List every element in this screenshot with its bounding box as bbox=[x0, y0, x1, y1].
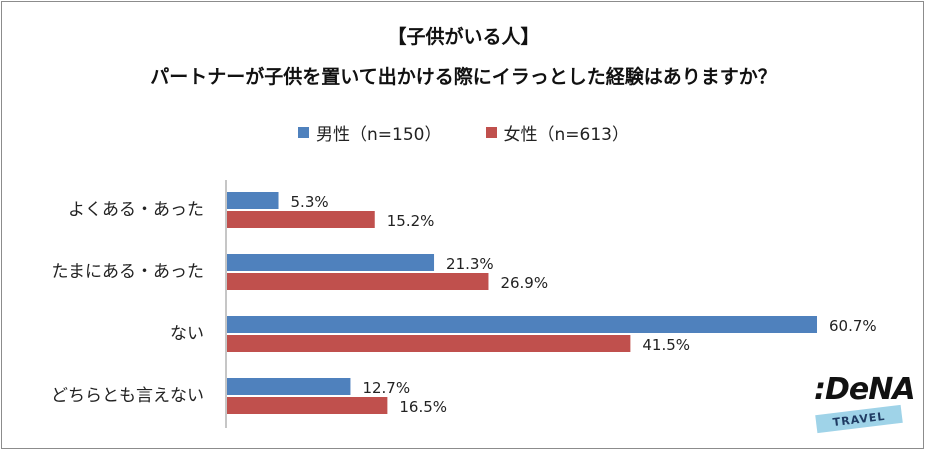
legend-label-male: 男性（n=150） bbox=[316, 125, 442, 145]
bar-female bbox=[227, 397, 388, 414]
data-label: 21.3% bbox=[446, 255, 494, 273]
legend: 男性（n=150） 女性（n=613） bbox=[0, 120, 927, 145]
logo-wordmark: :DeNA bbox=[814, 372, 916, 407]
category-label: たまにある・あった bbox=[52, 262, 205, 282]
legend-label-female: 女性（n=613） bbox=[503, 125, 629, 145]
logo-subtext: TRAVEL bbox=[832, 409, 886, 429]
data-label: 41.5% bbox=[642, 336, 690, 354]
chart-subtitle: パートナーが子供を置いて出かける際にイラっとした経験はありますか？ bbox=[150, 66, 777, 88]
logo-band: TRAVEL bbox=[815, 404, 903, 434]
dena-travel-logo: :DeNA TRAVEL bbox=[806, 372, 916, 440]
data-label: 5.3% bbox=[291, 193, 329, 211]
bar-male bbox=[227, 254, 435, 271]
data-label: 12.7% bbox=[362, 379, 410, 397]
data-label: 26.9% bbox=[500, 274, 548, 292]
category-label: よくある・あった bbox=[68, 200, 204, 220]
legend-swatch-female bbox=[485, 127, 497, 138]
category-label: どちらとも言えない bbox=[51, 386, 204, 406]
bar-male bbox=[227, 316, 818, 333]
bar-male bbox=[227, 378, 351, 395]
bar-female bbox=[227, 211, 375, 228]
data-label: 60.7% bbox=[829, 317, 877, 335]
bar-male bbox=[227, 192, 279, 209]
legend-item-male: 男性（n=150） bbox=[298, 120, 442, 145]
bar-female bbox=[227, 273, 489, 290]
legend-swatch-male bbox=[298, 127, 310, 138]
data-label: 16.5% bbox=[399, 398, 447, 416]
category-label: ない bbox=[170, 324, 204, 344]
chart-title: 【子供がいる人】 bbox=[387, 26, 540, 48]
bar-female bbox=[227, 335, 631, 352]
data-label: 15.2% bbox=[387, 212, 435, 230]
legend-item-female: 女性（n=613） bbox=[485, 120, 629, 145]
